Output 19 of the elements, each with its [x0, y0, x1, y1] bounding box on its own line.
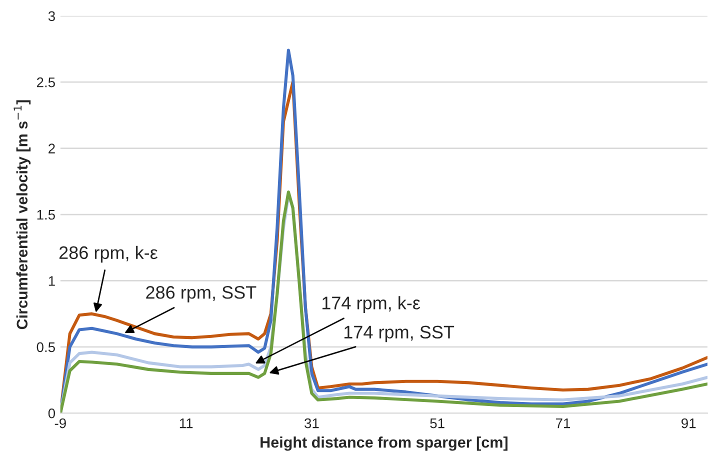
x-tick-label: 51: [430, 418, 444, 428]
x-tick-label: -9: [54, 418, 66, 428]
annotation: 174 rpm, SST: [344, 326, 454, 342]
y-tick-label: 0.5: [36, 342, 55, 352]
y-tick-label: 2: [48, 144, 55, 154]
x-tick-label: 71: [556, 418, 570, 428]
y-tick-label: 0: [48, 408, 56, 418]
annotation: 286 rpm, k-ε: [59, 246, 158, 263]
x-tick-label: 11: [180, 418, 193, 428]
x-axis-title: Height distance from sparger [cm]: [260, 436, 508, 451]
y-tick-label: 1: [48, 276, 55, 286]
y-tick-label: 1.5: [37, 210, 55, 220]
x-tick-label: 91: [682, 418, 696, 428]
annotation: 174 rpm, k-ε: [322, 296, 420, 313]
y-axis-title: Circumferential velocity [m s$^{−1}$]: [14, 100, 31, 330]
x-tick-label: 31: [304, 418, 319, 428]
annotation: 286 rpm, SST: [146, 286, 256, 302]
y-tick-label: 3: [48, 11, 55, 22]
y-tick-label: 2.5: [36, 77, 55, 88]
